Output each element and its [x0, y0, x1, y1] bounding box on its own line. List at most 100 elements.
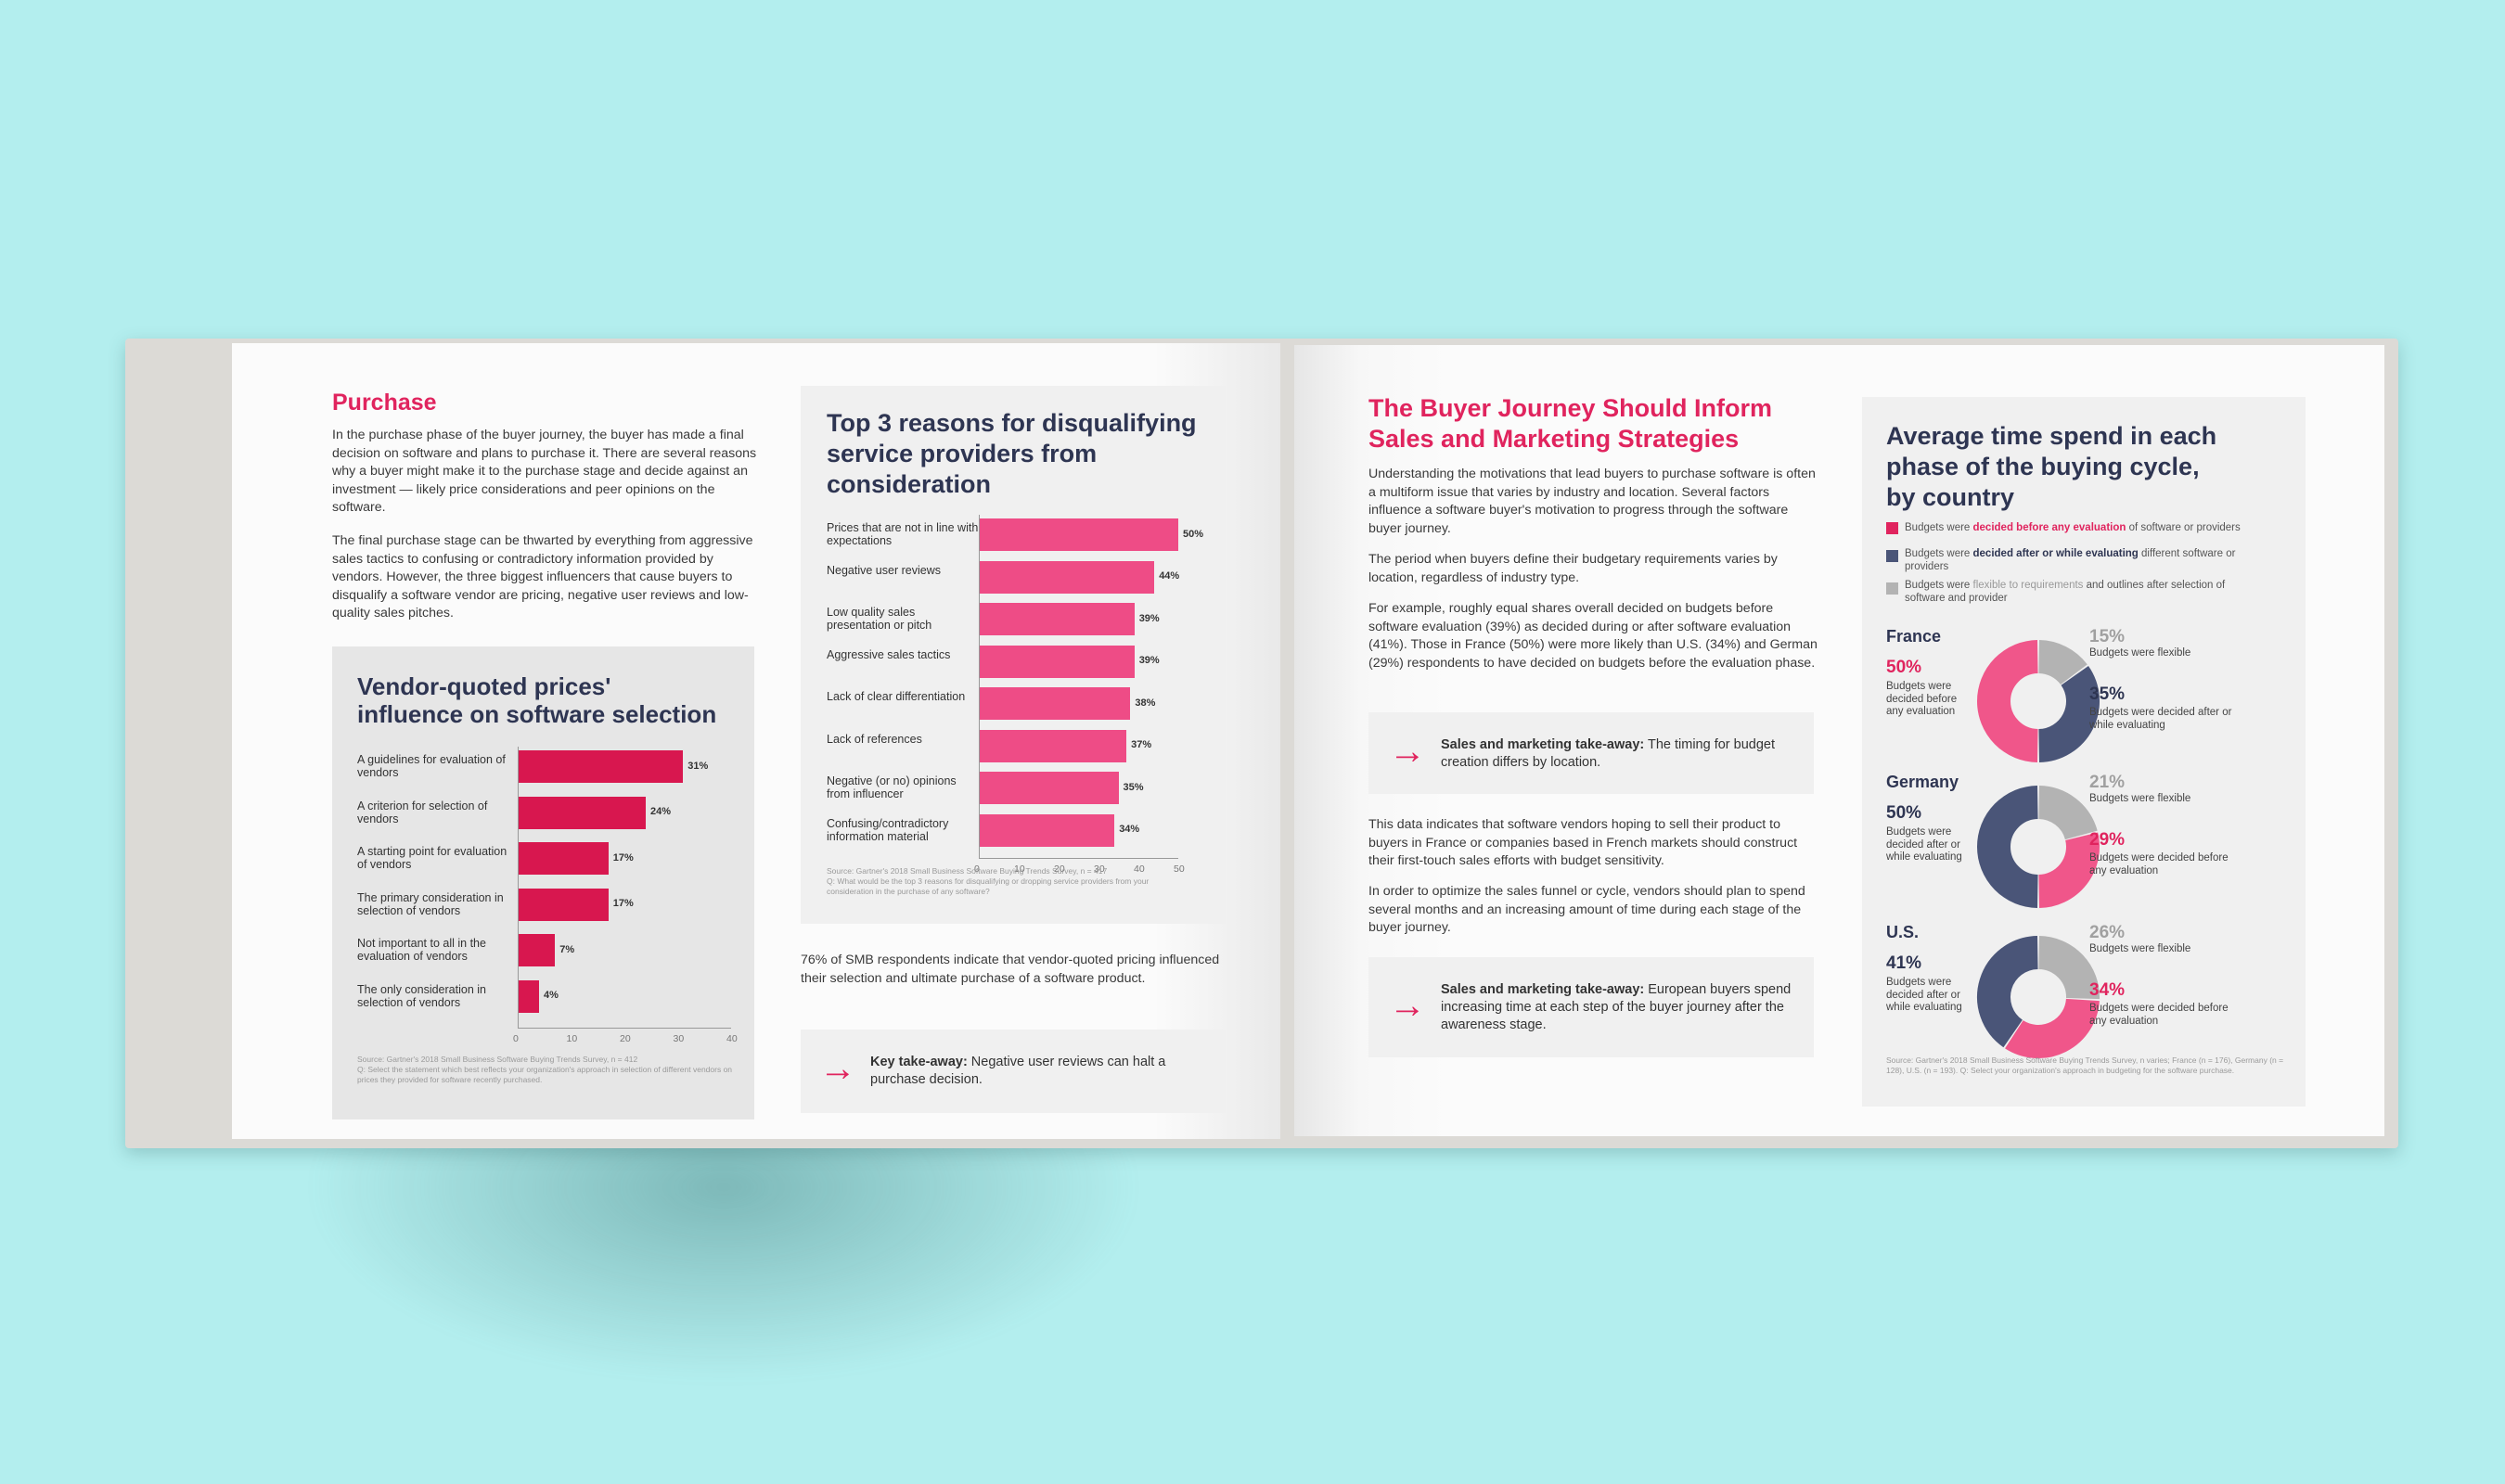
bar-category-label: Negative (or no) opinions from influence…: [827, 774, 957, 800]
right-paragraph-2: The period when buyers define their budg…: [1368, 552, 1778, 585]
left-percentage-desc: Budgets were decided after or while eval…: [1886, 826, 1962, 863]
donut-chart: [1977, 640, 2100, 762]
bar-value-label: 39%: [1138, 612, 1160, 624]
buyer-journey-title: The Buyer Journey Should Inform Sales an…: [1368, 393, 1772, 454]
flexible-percentage: 15%: [2089, 627, 2126, 646]
buying-cycle-title-line: phase of the buying cycle,: [1886, 453, 2200, 480]
legend-flexible: Budgets were flexible to requirements an…: [1905, 579, 2257, 605]
legend-before-em: decided before any evaluation: [1972, 522, 2126, 533]
bar-category-label: Confusing/contradictory information mate…: [827, 816, 949, 843]
x-axis-line: [979, 858, 1178, 859]
pricing-note: 76% of SMB respondents indicate that ven…: [801, 953, 1220, 986]
key-takeaway-label: Key take-away:: [870, 1055, 968, 1069]
country-label: U.S.: [1886, 923, 1920, 941]
vendor-chart-title: Vendor-quoted prices' influence on softw…: [357, 672, 716, 728]
bar: [979, 645, 1135, 678]
right-percentage: 34%: [2089, 980, 2126, 1000]
x-tick-label: 20: [620, 1033, 631, 1044]
donut-segment-before: [2037, 832, 2100, 908]
bar-value-label: 35%: [1123, 781, 1144, 793]
x-tick-label: 40: [1134, 864, 1145, 875]
buying-cycle-title: Average time spend in each phase of the …: [1886, 421, 2216, 513]
legend-flexible-pre: Budgets were: [1905, 580, 1973, 591]
reasons-chart-title-line: Top 3 reasons for disqualifying: [827, 409, 1197, 437]
flexible-percentage-desc: Budgets were flexible: [2089, 793, 2191, 804]
donut-segment-before: [1977, 640, 2039, 762]
bar-category-label: Prices that are not in line with expecta…: [827, 521, 979, 547]
reasons-chart-title-line: service providers from: [827, 440, 1098, 467]
right-paragraph-3: For example, roughly equal shares overal…: [1368, 601, 1818, 671]
takeaway-box-1: → Sales and marketing take-away: The tim…: [1368, 712, 1814, 794]
donut-segment-before: [2005, 997, 2100, 1058]
reasons-chart-title-line: consideration: [827, 470, 992, 498]
flexible-percentage-desc: Budgets were flexible: [2089, 647, 2191, 659]
legend-flexible-em: flexible to requirements: [1972, 580, 2084, 591]
bar: [979, 603, 1135, 635]
purchase-title: Purchase: [332, 390, 437, 416]
legend-after-pre: Budgets were: [1905, 548, 1973, 559]
bar-value-label: 24%: [650, 806, 672, 817]
buyer-journey-title-line: Sales and Marketing Strategies: [1368, 425, 1740, 453]
right-paragraph-4: This data indicates that software vendor…: [1368, 817, 1798, 868]
bar-value-label: 17%: [612, 898, 634, 909]
bar-category-label: Not important to all in the evaluation o…: [357, 937, 486, 963]
legend-before-pre: Budgets were: [1905, 522, 1973, 533]
legend-swatch-after: [1886, 550, 1898, 562]
purchase-paragraph-1: In the purchase phase of the buyer journ…: [332, 428, 757, 515]
takeaway-1-text: Sales and marketing take-away: The timin…: [1441, 736, 1793, 772]
legend-swatch-before: [1886, 522, 1898, 534]
right-page: The Buyer Journey Should Inform Sales an…: [1294, 345, 2384, 1136]
y-axis-line: [979, 515, 980, 858]
right-percentage-desc: Budgets were decided before any evaluati…: [2089, 852, 2229, 876]
bar-category-label: A guidelines for evaluation of vendors: [357, 753, 506, 779]
bar: [979, 518, 1178, 551]
left-percentage: 50%: [1886, 803, 1922, 823]
takeaway-1-body: The timing for budget creation differs b…: [1441, 737, 1776, 770]
bar-category-label: Low quality sales presentation or pitch: [827, 606, 932, 632]
takeaway-2-body: European buyers spend increasing time at…: [1441, 982, 1792, 1032]
bar: [979, 560, 1155, 594]
bar: [979, 813, 1115, 847]
x-tick-label: 30: [1094, 864, 1105, 875]
bar-value-label: 50%: [1183, 528, 1204, 540]
right-percentage: 29%: [2089, 830, 2126, 850]
flexible-percentage-desc: Budgets were flexible: [2089, 943, 2191, 954]
x-tick-label: 30: [673, 1033, 685, 1044]
x-tick-label: 20: [1054, 864, 1065, 875]
bar-category-label: A criterion for selection of vendors: [357, 799, 488, 825]
country-label: Germany: [1886, 773, 1959, 791]
x-tick-label: 0: [513, 1033, 519, 1044]
right-percentage-desc: Budgets were decided after or while eval…: [2089, 707, 2232, 731]
buying-cycle-source: Source: Gartner's 2018 Small Business So…: [1886, 1055, 2284, 1075]
y-axis-line: [518, 747, 519, 1028]
vendor-chart-title-line: influence on software selection: [357, 700, 717, 728]
takeaway-2-label: Sales and marketing take-away:: [1441, 982, 1645, 997]
bar-category-label: Negative user reviews: [827, 563, 941, 577]
takeaway-box-2: → Sales and marketing take-away: Europea…: [1368, 957, 1814, 1057]
bar-category-label: Lack of references: [827, 732, 922, 746]
vendor-chart-title-line: Vendor-quoted prices': [357, 672, 611, 700]
legend-after: Budgets were decided after or while eval…: [1905, 547, 2257, 573]
x-tick-label: 40: [726, 1033, 738, 1044]
left-page: Purchase In the purchase phase of the bu…: [232, 343, 1280, 1139]
donut-chart: [1977, 936, 2100, 1058]
right-percentage-desc: Budgets were decided before any evaluati…: [2089, 1003, 2229, 1027]
right-paragraph-1: Understanding the motivations that lead …: [1368, 467, 1816, 536]
bar-category-label: The primary consideration in selection o…: [357, 890, 504, 917]
vendor-chart-source: Source: Gartner's 2018 Small Business So…: [357, 1055, 733, 1084]
takeaway-1-label: Sales and marketing take-away:: [1441, 737, 1645, 752]
bar-value-label: 17%: [612, 851, 634, 864]
bar: [518, 842, 609, 875]
bar-value-label: 4%: [544, 990, 559, 1001]
bar: [518, 750, 684, 783]
donut-segment-flex: [2037, 936, 2100, 1000]
flexible-percentage: 26%: [2089, 923, 2126, 942]
donut-segment-after: [1977, 936, 2039, 1048]
donut-chart: [1977, 786, 2100, 908]
donut-segment-after: [2037, 666, 2100, 762]
buyer-journey-title-line: The Buyer Journey Should Inform: [1368, 394, 1773, 422]
right-paragraph-5: In order to optimize the sales funnel or…: [1368, 884, 1805, 935]
bar-value-label: 37%: [1131, 739, 1152, 750]
key-takeaway-box: → Key take-away: Negative user reviews c…: [801, 1030, 1226, 1113]
buying-cycle-title-line: by country: [1886, 483, 2015, 511]
